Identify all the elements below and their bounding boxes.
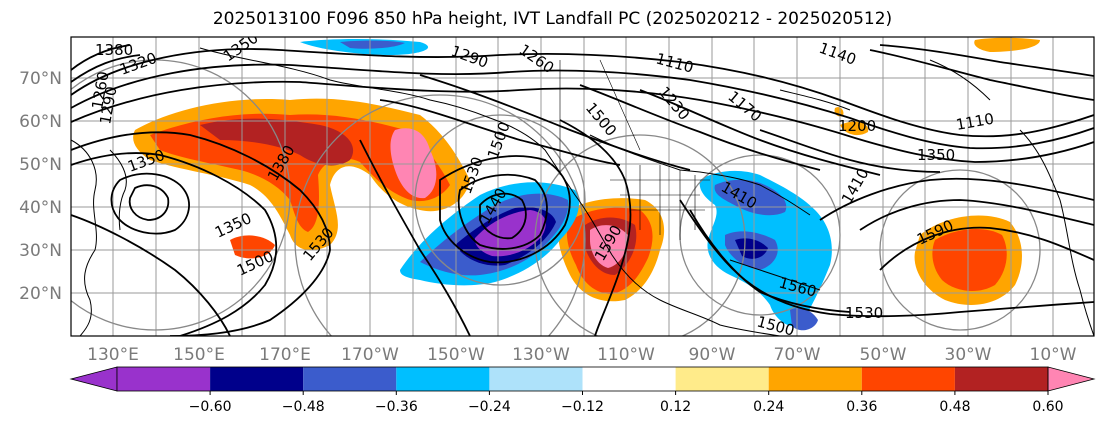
contour-label: 1380 <box>95 41 133 59</box>
lon-label: 150°W <box>427 345 485 365</box>
colorbar-box <box>210 367 304 391</box>
colorbar-box <box>768 367 862 391</box>
plot-frame <box>70 36 1095 337</box>
lat-label: 40°N <box>19 198 62 218</box>
lon-label: 110°W <box>597 345 655 365</box>
lon-label: 90°W <box>689 345 736 365</box>
lon-axis: 130°E 150°E 170°E 170°W 150°W 130°W 110°… <box>87 345 1077 365</box>
colorbar-box <box>861 367 955 391</box>
colorbar-tick-label: −0.48 <box>282 399 325 415</box>
colorbar-box <box>117 367 211 391</box>
colorbar-box <box>303 367 397 391</box>
colorbar-tick-label: 0.24 <box>753 399 784 415</box>
colorbar-tick-label: 0.48 <box>939 399 970 415</box>
lon-label: 130°W <box>512 345 570 365</box>
height-contours <box>71 44 1094 336</box>
colorbar-box <box>396 367 490 391</box>
lon-label: 130°E <box>87 345 139 365</box>
colorbar-box <box>675 367 769 391</box>
colorbar-box <box>954 367 1048 391</box>
colorbar-tick-label: −0.12 <box>561 399 604 415</box>
political-borders <box>559 59 710 240</box>
lon-label: 30°W <box>945 345 992 365</box>
ivt-positive-pacific-jet <box>133 98 470 259</box>
contour-label: 1530 <box>845 304 883 322</box>
colorbar-tick-label: −0.24 <box>468 399 511 415</box>
contour-label: 1350 <box>917 146 955 164</box>
lon-label: 50°W <box>860 345 907 365</box>
lon-label: 70°W <box>774 345 821 365</box>
lon-label: 170°W <box>341 345 399 365</box>
lat-label: 30°N <box>19 241 62 261</box>
colorbar-box <box>582 367 676 391</box>
lon-label: 150°E <box>173 345 225 365</box>
lat-label: 20°N <box>19 284 62 304</box>
colorbar-box <box>489 367 583 391</box>
lat-label: 50°N <box>19 155 62 175</box>
colorbar-tick-label: −0.60 <box>189 399 232 415</box>
map-title: 2025013100 F096 850 hPa height, IVT Land… <box>212 9 893 29</box>
lat-axis: 70°N 60°N 50°N 40°N 30°N 20°N <box>19 69 62 304</box>
colorbar-extend-low <box>69 366 118 392</box>
contour-label: 1200 <box>838 117 876 135</box>
lon-label: 10°W <box>1030 345 1077 365</box>
colorbar-tick-label: 0.60 <box>1032 399 1063 415</box>
colorbar-tick-label: 0.12 <box>660 399 691 415</box>
lat-label: 70°N <box>19 69 62 89</box>
coastlines <box>71 47 1094 336</box>
ivt-negative-atlantic <box>699 170 832 331</box>
colorbar-tick-label: −0.36 <box>375 399 418 415</box>
lat-label: 60°N <box>19 112 62 132</box>
colorbar-extend-high <box>1047 366 1096 392</box>
colorbar: −0.60 −0.48 −0.36 −0.24 −0.12 0.12 0.24 0.36 0.4… <box>69 366 1096 415</box>
lon-label: 170°E <box>259 345 311 365</box>
colorbar-tick-label: 0.36 <box>846 399 877 415</box>
